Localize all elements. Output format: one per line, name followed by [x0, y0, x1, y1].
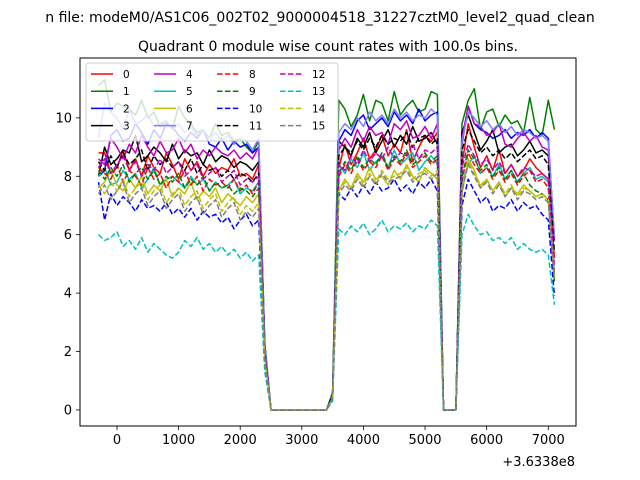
chart-title: Quadrant 0 module wise count rates with … — [138, 39, 518, 55]
legend-label-11: 11 — [249, 121, 262, 133]
x-tick-label: 7000 — [532, 433, 565, 448]
x-tick-label: 4000 — [347, 433, 380, 448]
y-tick-label: 8 — [64, 170, 72, 185]
legend-label-9: 9 — [249, 86, 256, 98]
y-tick-label: 10 — [55, 111, 72, 126]
series-line-10 — [97, 178, 556, 411]
legend-label-0: 0 — [123, 69, 130, 81]
axes-frame — [79, 57, 577, 427]
y-axis: 0 2 4 6 8 10 — [55, 111, 80, 418]
x-tick-label: 3000 — [285, 433, 318, 448]
legend-label-4: 4 — [186, 69, 193, 81]
legend-box — [85, 62, 339, 142]
x-tick-label: 5000 — [408, 433, 441, 448]
x-tick-label: 2000 — [224, 433, 257, 448]
x-offset-label: +3.6338e8 — [502, 455, 575, 470]
series-line-14 — [97, 160, 556, 411]
x-tick-label: 0 — [113, 433, 121, 448]
x-tick-label: 1000 — [162, 433, 195, 448]
y-tick-label: 2 — [64, 345, 72, 360]
legend-label-14: 14 — [312, 103, 326, 115]
legend-label-5: 5 — [186, 86, 193, 98]
y-tick-label: 6 — [64, 228, 72, 243]
legend-label-10: 10 — [249, 103, 262, 115]
y-tick-label: 4 — [64, 287, 72, 302]
legend-label-8: 8 — [249, 69, 256, 81]
legend-label-7: 7 — [186, 121, 193, 133]
x-tick-label: 6000 — [470, 433, 503, 448]
y-tick-label: 0 — [64, 403, 72, 418]
legend-label-15: 15 — [312, 121, 325, 133]
legend-label-6: 6 — [186, 103, 193, 115]
legend-label-1: 1 — [123, 86, 130, 98]
legend-label-12: 12 — [312, 69, 325, 81]
x-axis: 0 1000 2000 3000 4000 5000 6000 7000 — [113, 426, 565, 448]
series-line-15 — [97, 163, 556, 411]
legend-label-3: 3 — [123, 121, 130, 133]
figure-suptitle: n file: modeM0/AS1C06_002T02_9000004518_… — [45, 10, 594, 26]
legend-label-13: 13 — [312, 86, 325, 98]
legend-label-2: 2 — [123, 103, 130, 115]
